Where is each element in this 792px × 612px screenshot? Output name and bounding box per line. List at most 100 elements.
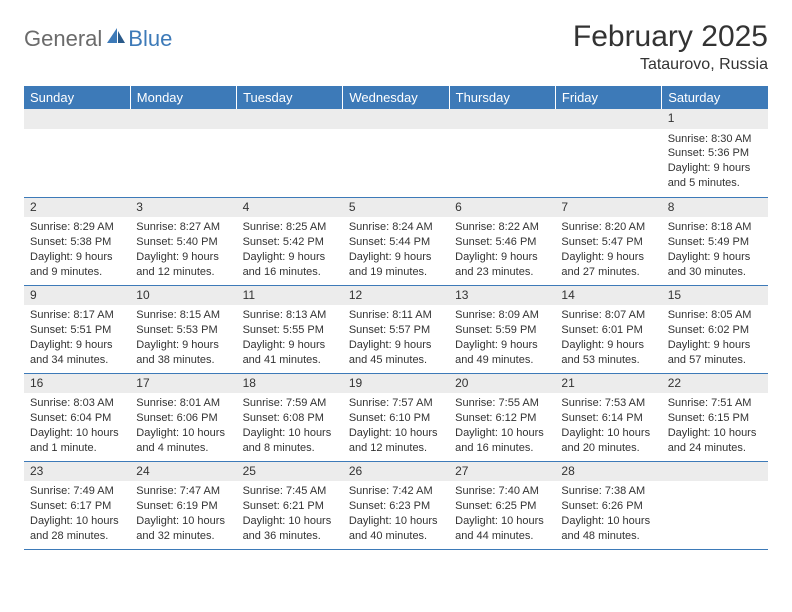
daylight-line: Daylight: 9 hours and 49 minutes. [455,338,549,368]
day-number [449,109,555,129]
daylight-line: Daylight: 9 hours and 34 minutes. [30,338,124,368]
calendar-day-cell [343,109,449,197]
sunrise-line: Sunrise: 8:29 AM [30,220,124,235]
daylight-line: Daylight: 10 hours and 48 minutes. [561,514,655,544]
day-number: 5 [343,198,449,218]
calendar-day-cell [130,109,236,197]
calendar-table: SundayMondayTuesdayWednesdayThursdayFrid… [24,86,768,550]
daylight-line: Daylight: 10 hours and 44 minutes. [455,514,549,544]
sunrise-line: Sunrise: 7:51 AM [668,396,762,411]
day-number: 26 [343,462,449,482]
sunrise-line: Sunrise: 7:57 AM [349,396,443,411]
calendar-week-row: 2Sunrise: 8:29 AMSunset: 5:38 PMDaylight… [24,197,768,285]
sunset-line: Sunset: 5:44 PM [349,235,443,250]
day-details: Sunrise: 7:45 AMSunset: 6:21 PMDaylight:… [237,481,343,547]
daylight-line: Daylight: 9 hours and 23 minutes. [455,250,549,280]
daylight-line: Daylight: 10 hours and 16 minutes. [455,426,549,456]
calendar-day-cell: 26Sunrise: 7:42 AMSunset: 6:23 PMDayligh… [343,461,449,549]
day-number [662,462,768,482]
calendar-body: 1Sunrise: 8:30 AMSunset: 5:36 PMDaylight… [24,109,768,549]
calendar-day-cell: 17Sunrise: 8:01 AMSunset: 6:06 PMDayligh… [130,373,236,461]
sunrise-line: Sunrise: 7:38 AM [561,484,655,499]
weekday-header: Wednesday [343,86,449,109]
weekday-header: Thursday [449,86,555,109]
day-details: Sunrise: 7:51 AMSunset: 6:15 PMDaylight:… [662,393,768,459]
day-number: 25 [237,462,343,482]
sunrise-line: Sunrise: 8:03 AM [30,396,124,411]
calendar-day-cell: 13Sunrise: 8:09 AMSunset: 5:59 PMDayligh… [449,285,555,373]
sunset-line: Sunset: 5:38 PM [30,235,124,250]
sunset-line: Sunset: 5:53 PM [136,323,230,338]
day-number: 20 [449,374,555,394]
calendar-day-cell: 19Sunrise: 7:57 AMSunset: 6:10 PMDayligh… [343,373,449,461]
month-title: February 2025 [573,20,768,54]
calendar-day-cell [449,109,555,197]
daylight-line: Daylight: 9 hours and 5 minutes. [668,161,762,191]
sunset-line: Sunset: 6:12 PM [455,411,549,426]
day-details: Sunrise: 8:20 AMSunset: 5:47 PMDaylight:… [555,217,661,283]
calendar-day-cell: 27Sunrise: 7:40 AMSunset: 6:25 PMDayligh… [449,461,555,549]
sunset-line: Sunset: 5:51 PM [30,323,124,338]
daylight-line: Daylight: 9 hours and 19 minutes. [349,250,443,280]
day-details: Sunrise: 7:49 AMSunset: 6:17 PMDaylight:… [24,481,130,547]
calendar-day-cell: 28Sunrise: 7:38 AMSunset: 6:26 PMDayligh… [555,461,661,549]
day-number: 24 [130,462,236,482]
sunrise-line: Sunrise: 7:42 AM [349,484,443,499]
sunset-line: Sunset: 5:36 PM [668,146,762,161]
sunset-line: Sunset: 5:49 PM [668,235,762,250]
day-number: 14 [555,286,661,306]
day-details: Sunrise: 7:42 AMSunset: 6:23 PMDaylight:… [343,481,449,547]
calendar-day-cell [555,109,661,197]
daylight-line: Daylight: 10 hours and 1 minute. [30,426,124,456]
daylight-line: Daylight: 9 hours and 45 minutes. [349,338,443,368]
sunset-line: Sunset: 6:01 PM [561,323,655,338]
day-number: 13 [449,286,555,306]
sunrise-line: Sunrise: 7:40 AM [455,484,549,499]
sunset-line: Sunset: 5:55 PM [243,323,337,338]
calendar-day-cell: 24 Sunrise: 7:47 AMSunset: 6:19 PMDayligh… [130,461,236,549]
sunset-line: Sunset: 5:47 PM [561,235,655,250]
day-number: 3 [130,198,236,218]
day-number [555,109,661,129]
day-number: 15 [662,286,768,306]
sunrise-line: Sunrise: 8:07 AM [561,308,655,323]
calendar-day-cell: 9Sunrise: 8:17 AMSunset: 5:51 PMDaylight… [24,285,130,373]
calendar-day-cell: 12Sunrise: 8:11 AMSunset: 5:57 PMDayligh… [343,285,449,373]
daylight-line: Daylight: 10 hours and 32 minutes. [136,514,230,544]
sunset-line: Sunset: 6:10 PM [349,411,443,426]
day-number: 2 [24,198,130,218]
sunset-line: Sunset: 6:21 PM [243,499,337,514]
day-details: Sunrise: 8:17 AMSunset: 5:51 PMDaylight:… [24,305,130,371]
title-block: February 2025 Tataurovo, Russia [573,20,768,74]
day-number [130,109,236,129]
weekday-header: Friday [555,86,661,109]
day-details: Sunrise: 8:24 AMSunset: 5:44 PMDaylight:… [343,217,449,283]
calendar-day-cell: 8Sunrise: 8:18 AMSunset: 5:49 PMDaylight… [662,197,768,285]
sunrise-line: Sunrise: 8:18 AM [668,220,762,235]
sunrise-line: Sunrise: 7:47 AM [136,484,230,499]
weekday-header-row: SundayMondayTuesdayWednesdayThursdayFrid… [24,86,768,109]
day-number: 23 [24,462,130,482]
sunset-line: Sunset: 5:59 PM [455,323,549,338]
calendar-day-cell: 22Sunrise: 7:51 AMSunset: 6:15 PMDayligh… [662,373,768,461]
sunrise-line: Sunrise: 8:05 AM [668,308,762,323]
sunset-line: Sunset: 6:19 PM [136,499,230,514]
day-details: Sunrise: 8:13 AMSunset: 5:55 PMDaylight:… [237,305,343,371]
day-number: 22 [662,374,768,394]
calendar-day-cell: 15Sunrise: 8:05 AMSunset: 6:02 PMDayligh… [662,285,768,373]
day-details: Sunrise: 7:38 AMSunset: 6:26 PMDaylight:… [555,481,661,547]
location: Tataurovo, Russia [573,56,768,74]
daylight-line: Daylight: 10 hours and 20 minutes. [561,426,655,456]
weekday-header: Sunday [24,86,130,109]
weekday-header: Tuesday [237,86,343,109]
calendar-day-cell: 14Sunrise: 8:07 AMSunset: 6:01 PMDayligh… [555,285,661,373]
calendar-day-cell [24,109,130,197]
sunrise-line: Sunrise: 8:13 AM [243,308,337,323]
daylight-line: Daylight: 9 hours and 30 minutes. [668,250,762,280]
calendar-day-cell: 5Sunrise: 8:24 AMSunset: 5:44 PMDaylight… [343,197,449,285]
day-number: 9 [24,286,130,306]
daylight-line: Daylight: 9 hours and 9 minutes. [30,250,124,280]
sunrise-line: Sunrise: 7:59 AM [243,396,337,411]
sunset-line: Sunset: 5:42 PM [243,235,337,250]
sunset-line: Sunset: 6:08 PM [243,411,337,426]
